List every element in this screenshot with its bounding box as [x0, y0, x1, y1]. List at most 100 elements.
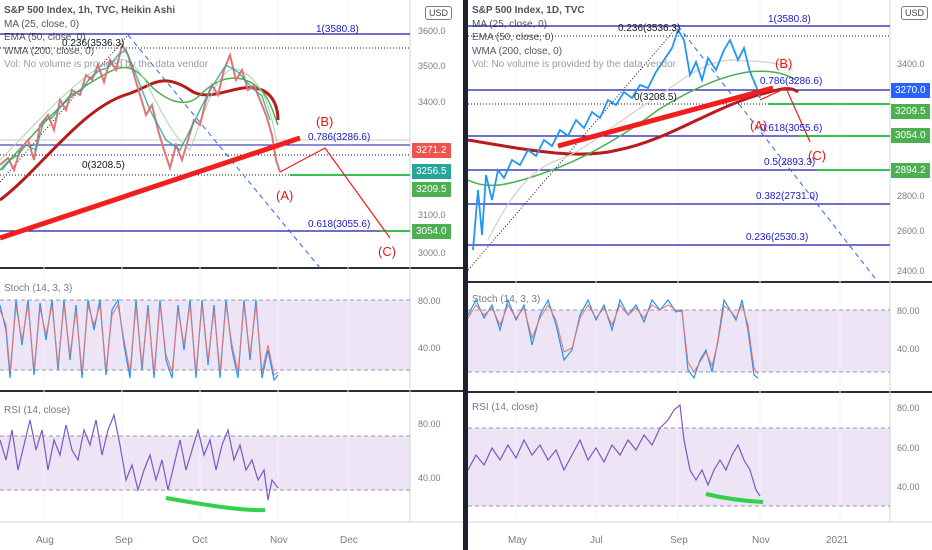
right-wave-a: (A) [750, 118, 768, 133]
left-fib-0: 0(3208.5) [82, 160, 125, 171]
right-rsi-line [468, 403, 761, 497]
right-grid [515, 0, 841, 522]
left-time-tick: Oct [192, 535, 208, 546]
right-chart-panel[interactable]: S&P 500 Index, 1D, TVC MA (25, close, 0)… [468, 0, 932, 550]
left-chart-panel[interactable]: S&P 500 Index, 1h, TVC, Heikin Ashi MA (… [0, 0, 463, 550]
left-time-tick: Nov [270, 535, 288, 546]
right-price-tick: 2800.0 [897, 191, 925, 201]
right-price-line [472, 27, 761, 251]
right-fib-0618: 0.618(3055.6) [760, 123, 823, 134]
left-price-badge: 3209.5 [412, 182, 451, 197]
right-indicator-vol[interactable]: Vol: No volume is provided by the data v… [472, 59, 677, 70]
right-price-tick: 3400.0 [897, 59, 925, 69]
left-price-candles-up [1, 48, 271, 171]
left-rsi-divergence-line[interactable] [165, 496, 266, 513]
left-wave-b: (B) [316, 114, 334, 129]
chart-divider[interactable] [463, 0, 468, 550]
left-wave-c: (C) [378, 244, 397, 259]
left-rsi-tick: 80.00 [418, 419, 441, 429]
left-indicator-ema[interactable]: EMA (50, close, 0) [4, 32, 86, 43]
right-rsi-tick: 80.00 [897, 403, 920, 413]
right-price-badge: 3270.0 [891, 83, 930, 98]
right-wma-line [468, 87, 799, 156]
left-price-tick: 3600.0 [418, 26, 446, 36]
left-ema-line [0, 66, 279, 171]
left-trend-dotted[interactable] [0, 34, 129, 183]
left-fib-levels[interactable] [0, 33, 410, 232]
right-stoch-d [468, 303, 759, 375]
right-rsi-tick: 40.00 [897, 482, 920, 492]
right-price-tick: 2400.0 [897, 266, 925, 276]
left-price-tick: 3400.0 [418, 97, 446, 107]
left-wave-projection[interactable] [279, 147, 391, 239]
left-time-tick: Aug [36, 535, 54, 546]
left-fib-0618: 0.618(3055.6) [308, 219, 371, 230]
left-stoch-tick: 80.00 [418, 296, 441, 306]
right-fib-0: 0(3208.5) [634, 92, 677, 103]
left-ma-line [0, 58, 279, 161]
left-support-trendline[interactable] [0, 135, 301, 241]
right-rsi-divergence-line[interactable] [705, 492, 764, 504]
left-price-tick: 3000.0 [418, 248, 446, 258]
right-wave-c: (C) [808, 148, 827, 163]
right-fib-1: 1(3580.8) [768, 14, 811, 25]
right-indicator-wma[interactable]: WMA (200, close, 0) [472, 45, 563, 57]
right-stoch-label[interactable]: Stoch (14, 3, 3) [472, 294, 541, 305]
right-indicator-ema[interactable]: EMA (50, close, 0) [472, 32, 554, 43]
right-support-trendline[interactable] [557, 85, 774, 149]
left-rsi-band [0, 436, 410, 490]
right-time-tick: Nov [752, 535, 770, 546]
right-wave-projection[interactable] [759, 87, 811, 143]
right-currency-button[interactable]: USD [901, 6, 929, 20]
left-fib-1: 1(3580.8) [316, 24, 359, 35]
right-rsi-label[interactable]: RSI (14, close) [472, 402, 539, 413]
right-trend-dashed[interactable] [677, 25, 879, 283]
left-rsi-label[interactable]: RSI (14, close) [4, 405, 71, 416]
right-chart-canvas[interactable] [468, 0, 932, 550]
right-time-tick: Jul [590, 535, 603, 546]
left-fib-0236: 0.236(3536.3) [62, 38, 125, 49]
right-chart-title[interactable]: S&P 500 Index, 1D, TVC [472, 5, 585, 16]
left-time-tick: Dec [340, 535, 358, 546]
left-wma-line [0, 79, 280, 202]
right-time-tick: May [508, 535, 527, 546]
left-stoch-tick: 40.00 [418, 343, 441, 353]
right-stoch-tick: 80.00 [897, 306, 920, 316]
left-indicator-vol[interactable]: Vol: No volume is provided by the data v… [4, 59, 209, 70]
right-indicator-ma[interactable]: MA (25, close, 0) [472, 18, 548, 30]
left-chart-canvas[interactable] [0, 0, 463, 550]
left-price-candles [0, 42, 281, 173]
left-price-badge: 3054.0 [412, 224, 451, 239]
right-wave-b: (B) [775, 56, 793, 71]
right-fib-05: 0.5(2893.3) [764, 157, 816, 168]
left-price-tick: 3500.0 [418, 61, 446, 71]
right-ma-line [487, 59, 794, 241]
right-time-tick: Sep [670, 535, 688, 546]
left-currency-button[interactable]: USD [425, 6, 453, 20]
left-chart-title[interactable]: S&P 500 Index, 1h, TVC, Heikin Ashi [4, 5, 176, 16]
right-fib-0382: 0.382(2731.0) [756, 191, 819, 202]
right-ema-line [468, 70, 797, 187]
left-grid [43, 0, 349, 522]
left-legend: S&P 500 Index, 1h, TVC, Heikin Ashi MA (… [4, 4, 208, 72]
right-fib-levels[interactable] [468, 25, 890, 246]
left-time-tick: Sep [115, 535, 133, 546]
left-stoch-d [0, 303, 279, 376]
right-price-badge: 3054.0 [891, 128, 930, 143]
left-price-badge: 3256.5 [412, 164, 451, 179]
right-rsi-band [468, 428, 890, 506]
right-price-tick: 2600.0 [897, 226, 925, 236]
right-price-badge: 2894.2 [891, 163, 930, 178]
right-time-tick: 2021 [826, 535, 849, 546]
right-stoch-tick: 40.00 [897, 344, 920, 354]
left-indicator-ma[interactable]: MA (25, close, 0) [4, 18, 80, 30]
left-fib-0786: 0.786(3286.6) [308, 132, 371, 143]
left-price-tick: 3100.0 [418, 210, 446, 220]
left-rsi-line [0, 412, 279, 501]
left-stoch-label[interactable]: Stoch (14, 3, 3) [4, 283, 73, 294]
right-fib-0236: 0.236(3536.3) [618, 23, 681, 34]
right-rsi-tick: 60.00 [897, 443, 920, 453]
left-indicator-wma[interactable]: WMA (200, close, 0) [4, 45, 95, 57]
left-wave-a: (A) [276, 188, 294, 203]
right-price-badge: 3209.5 [891, 104, 930, 119]
